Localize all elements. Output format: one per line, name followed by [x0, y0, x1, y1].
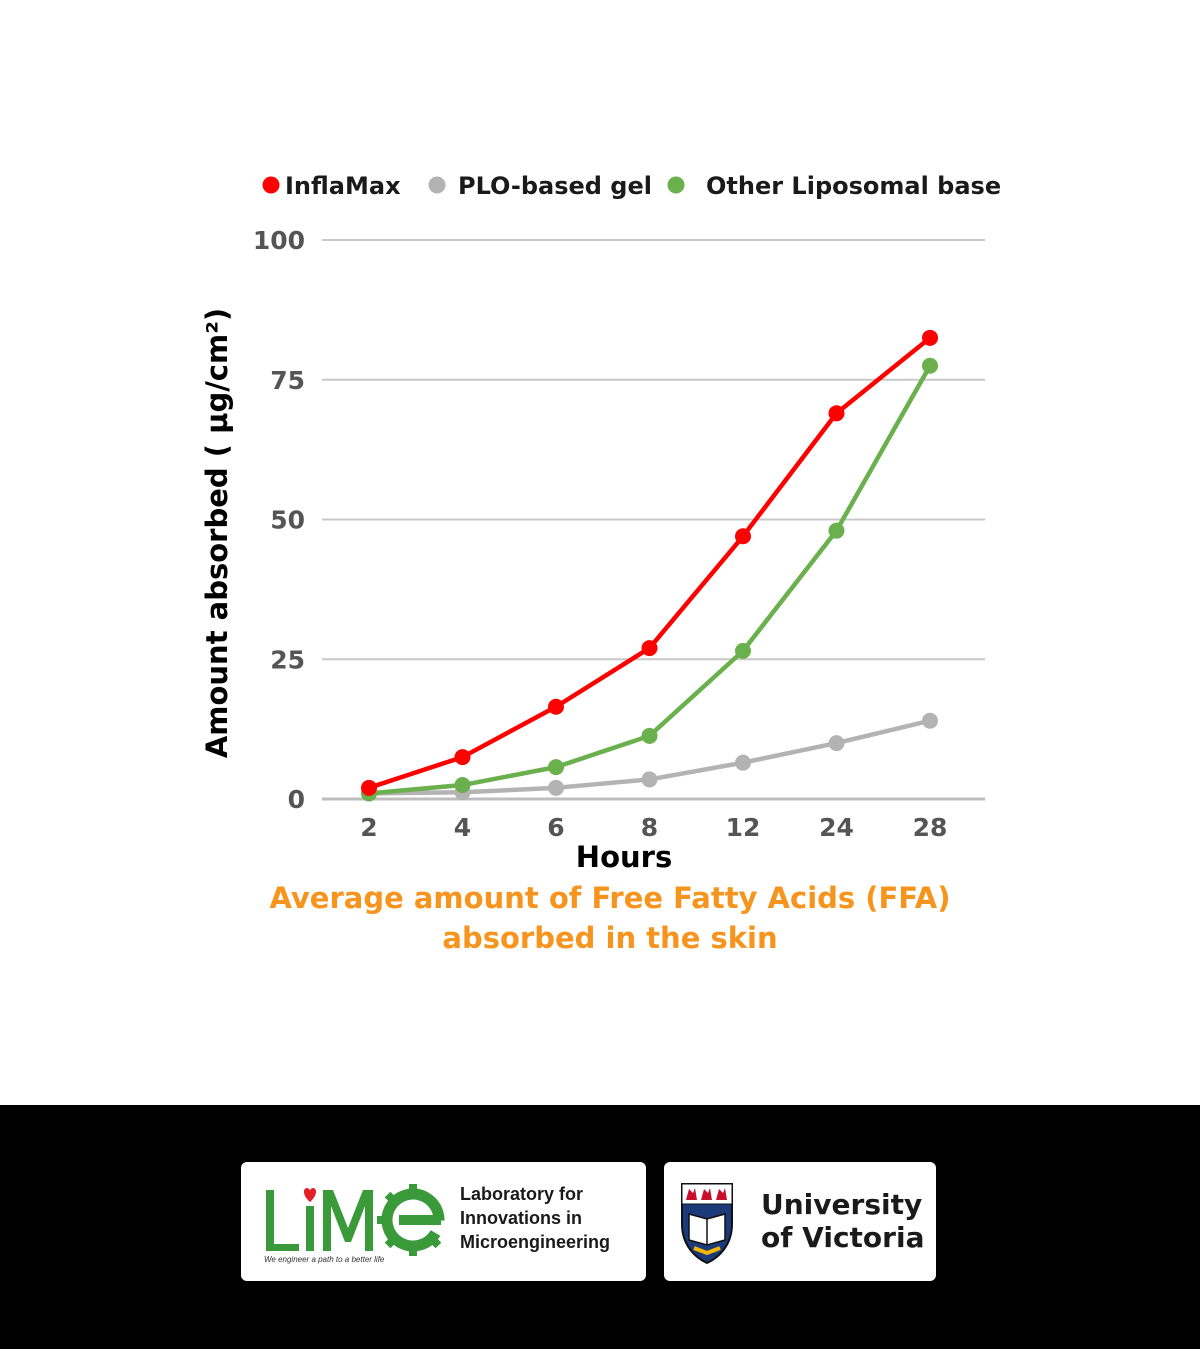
legend-marker [667, 176, 685, 194]
data-point [922, 329, 938, 346]
lime-name-line-3: Microengineering [460, 1232, 611, 1252]
x-tick-label: 4 [454, 813, 471, 842]
y-tick-label: 75 [270, 366, 305, 395]
data-point [828, 522, 845, 539]
x-tick-label: 12 [726, 813, 761, 842]
data-point [641, 640, 658, 657]
x-tick-label: 2 [360, 813, 377, 842]
x-tick-label: 28 [913, 813, 948, 842]
y-tick-label: 100 [253, 226, 305, 255]
data-point [735, 528, 751, 545]
series-layer [361, 329, 938, 802]
data-point [922, 712, 938, 729]
x-tick-label: 6 [547, 813, 564, 842]
y-tick-label: 50 [270, 506, 305, 535]
lime-name-line-2: Innovations in [460, 1208, 583, 1228]
caption-line-2: absorbed in the skin [442, 921, 778, 955]
caption-line-1: Average amount of Free Fatty Acids (FFA) [269, 881, 951, 915]
data-point [641, 727, 658, 744]
data-point [828, 735, 845, 752]
series-line [366, 335, 933, 791]
data-point [548, 779, 564, 796]
series-inflamax [361, 329, 938, 796]
y-tick-label: 25 [270, 645, 305, 674]
lime-name: Laboratory for Innovations in Microengin… [460, 1182, 610, 1254]
chart-area: 0 25 50 75 100 2 4 6 8 12 24 28 InflaMax PLO-based … [200, 172, 1020, 958]
lime-tagline: We engineer a path to a better life [264, 1255, 385, 1264]
data-point [361, 779, 377, 796]
lime-name-line-1: Laboratory for [460, 1184, 584, 1204]
legend-label: PLO-based gel [458, 172, 652, 200]
y-tick-labels: 0 25 50 75 100 [253, 226, 305, 814]
data-point [735, 642, 751, 659]
legend-label: InflaMax [285, 172, 401, 200]
data-point [454, 777, 471, 794]
legend-marker [428, 176, 446, 194]
y-tick-label: 0 [288, 785, 305, 814]
y-axis-title: Amount absorbed ( µg/cm²) [200, 308, 234, 758]
lime-logo-icon [266, 1184, 445, 1256]
uvic-name: University of Victoria [761, 1188, 924, 1254]
x-axis-title: Hours [576, 840, 672, 874]
footer: Laboratory for Innovations in Microengin… [0, 1105, 1200, 1349]
legend: InflaMax PLO-based gel Other Liposomal bas… [262, 172, 1001, 200]
data-point [548, 759, 564, 776]
legend-marker [262, 176, 280, 194]
data-point [641, 771, 658, 788]
uvic-name-line-1: University [761, 1188, 923, 1221]
data-point [454, 749, 471, 766]
series-other-liposomal-base [361, 357, 938, 802]
data-point [922, 357, 938, 374]
lime-logo-card: Laboratory for Innovations in Microengin… [241, 1162, 646, 1281]
legend-label: Other Liposomal base [706, 172, 1001, 200]
chart-caption: Average amount of Free Fatty Acids (FFA)… [200, 878, 1020, 958]
x-tick-label: 8 [641, 813, 658, 842]
uvic-crest-icon [681, 1183, 733, 1265]
x-tick-label: 24 [819, 813, 854, 842]
x-tick-labels: 2 4 6 8 12 24 28 [360, 813, 947, 842]
data-point [828, 405, 845, 422]
data-point [548, 698, 564, 715]
uvic-name-line-2: of Victoria [761, 1221, 925, 1254]
data-point [735, 754, 751, 771]
uvic-logo-card: University of Victoria [664, 1162, 936, 1281]
gridlines [322, 239, 985, 801]
